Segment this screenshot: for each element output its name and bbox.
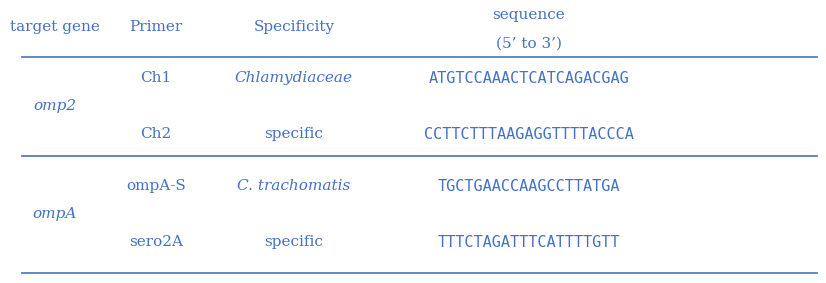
Text: sequence: sequence bbox=[492, 8, 565, 22]
Text: Specificity: Specificity bbox=[254, 20, 335, 34]
Text: specific: specific bbox=[264, 235, 323, 249]
Text: Ch2: Ch2 bbox=[140, 128, 172, 142]
Text: ATGTCCAAACTCATCAGACGAG: ATGTCCAAACTCATCAGACGAG bbox=[429, 71, 629, 86]
Text: C. trachomatis: C. trachomatis bbox=[237, 179, 350, 193]
Text: omp2: omp2 bbox=[33, 99, 76, 113]
Text: specific: specific bbox=[264, 128, 323, 142]
Text: Ch1: Ch1 bbox=[140, 71, 172, 85]
Text: CCTTCTTTAAGAGGTTTTACCCA: CCTTCTTTAAGAGGTTTTACCCA bbox=[424, 127, 634, 142]
Text: (5’ to 3’): (5’ to 3’) bbox=[496, 37, 562, 50]
Text: Primer: Primer bbox=[130, 20, 183, 34]
Text: sero2A: sero2A bbox=[129, 235, 183, 249]
Text: TTTCTAGATTTCATTTTGTT: TTTCTAGATTTCATTTTGTT bbox=[438, 235, 620, 250]
Text: TGCTGAACCAAGCCTTATGA: TGCTGAACCAAGCCTTATGA bbox=[438, 179, 620, 194]
Text: ompA-S: ompA-S bbox=[126, 179, 186, 193]
Text: target gene: target gene bbox=[10, 20, 100, 34]
Text: Chlamydiaceae: Chlamydiaceae bbox=[235, 71, 353, 85]
Text: ompA: ompA bbox=[33, 207, 77, 221]
